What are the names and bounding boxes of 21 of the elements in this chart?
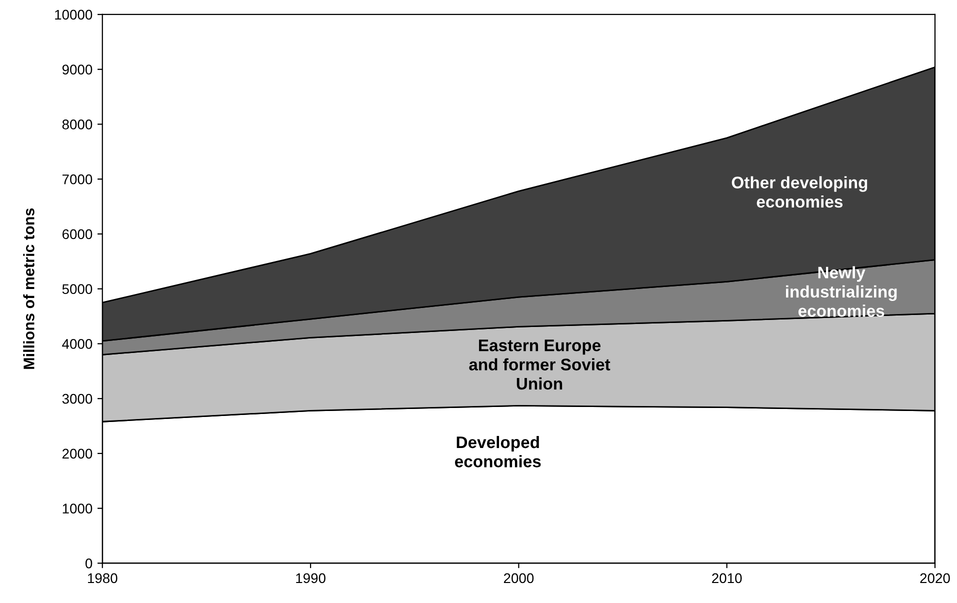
y-tick-label: 0 bbox=[85, 558, 92, 568]
series-label: Developed economies bbox=[455, 436, 541, 468]
series-label: Newly industrializing economies bbox=[786, 266, 897, 317]
x-tick-label: 1990 bbox=[296, 573, 326, 584]
y-tick-label: 5000 bbox=[62, 284, 92, 294]
x-tick-label: 2010 bbox=[712, 573, 742, 584]
y-tick-label: 7000 bbox=[62, 174, 92, 184]
x-tick-label: 1980 bbox=[88, 573, 118, 584]
y-tick-label: 8000 bbox=[62, 120, 92, 130]
y-axis-title: Millions of metric tons bbox=[23, 208, 34, 369]
y-tick-label: 2000 bbox=[62, 448, 92, 459]
y-tick-label: 9000 bbox=[62, 64, 92, 75]
x-tick-label: 2020 bbox=[920, 573, 950, 584]
y-tick-label: 1000 bbox=[62, 504, 92, 514]
y-tick-label: 6000 bbox=[62, 229, 92, 240]
y-tick-label: 4000 bbox=[62, 339, 92, 349]
y-tick-label: 3000 bbox=[62, 394, 92, 404]
series-label: Other developing economies bbox=[732, 176, 868, 208]
y-tick-label: 10000 bbox=[55, 10, 92, 20]
series-label: Eastern Europe and former Soviet Union bbox=[469, 340, 610, 390]
x-tick-label: 2000 bbox=[504, 573, 534, 584]
